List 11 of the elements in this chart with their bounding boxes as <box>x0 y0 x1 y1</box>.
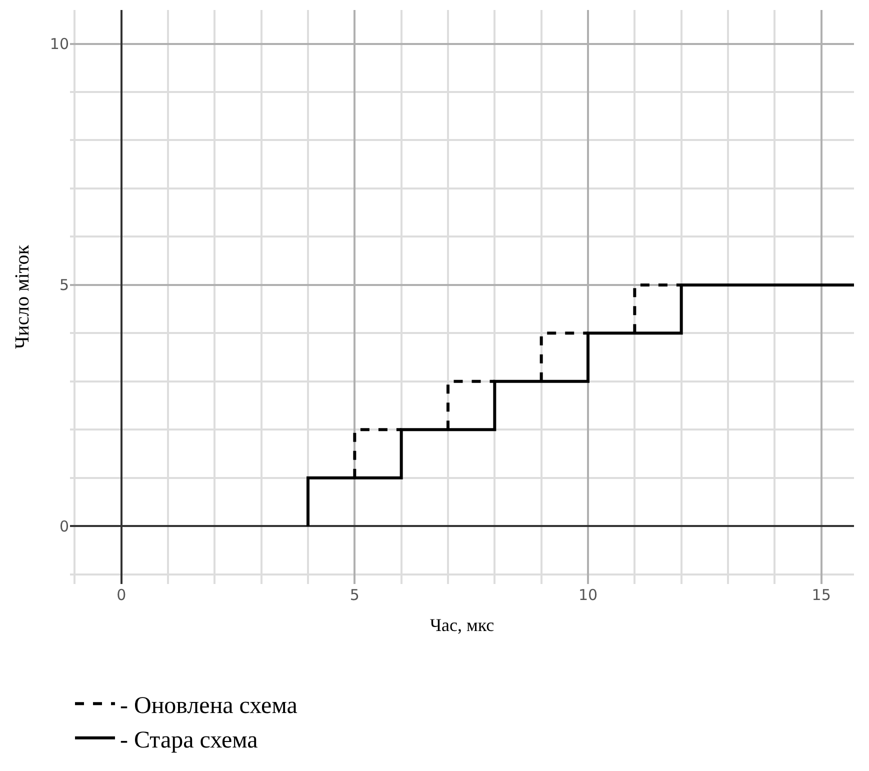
legend-label: - Оновлена схема <box>120 693 298 720</box>
y-tick-label: 5 <box>59 276 69 294</box>
x-tick-label: 0 <box>116 586 126 604</box>
legend-label: - Стара схема <box>120 727 258 754</box>
y-tick-label: 0 <box>59 517 69 536</box>
x-tick-label: 10 <box>578 586 598 604</box>
x-axis-title: Час, мкс <box>430 615 494 636</box>
x-tick-label: 5 <box>350 586 360 604</box>
y-axis-title: Число міток <box>11 244 34 349</box>
x-tick-label: 15 <box>812 586 831 604</box>
y-tick-label: 10 <box>50 35 69 54</box>
